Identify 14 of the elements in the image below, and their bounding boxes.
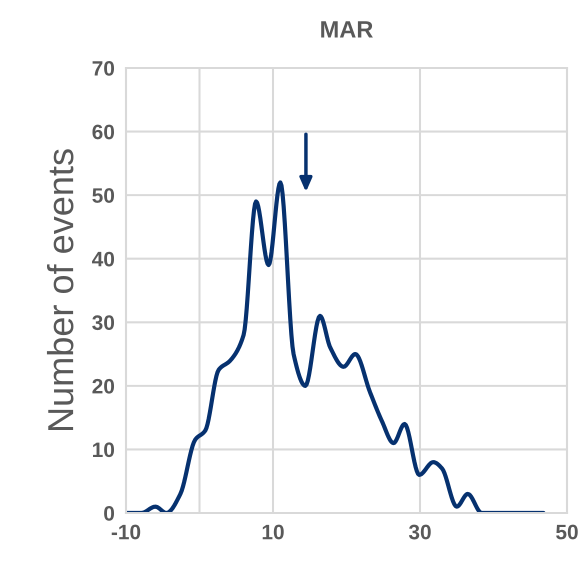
- chart-title: MAR: [321, 21, 373, 38]
- y-tick-label: 70: [92, 61, 114, 76]
- x-tick-label: -10: [112, 524, 140, 540]
- y-tick-label: 10: [93, 442, 114, 458]
- y-axis-title: Number of events: [46, 149, 74, 430]
- x-tick-label: 10: [262, 524, 284, 540]
- y-tick-label: 50: [92, 188, 114, 203]
- y-tick-label: 40: [92, 252, 114, 266]
- y-tick-label: 60: [92, 124, 114, 140]
- y-tick-label: 30: [92, 315, 114, 330]
- x-tick-label: 30: [408, 524, 431, 540]
- y-tick-label: 0: [104, 506, 114, 521]
- y-tick-label: 20: [92, 378, 114, 394]
- x-tick-label: 50: [556, 524, 578, 540]
